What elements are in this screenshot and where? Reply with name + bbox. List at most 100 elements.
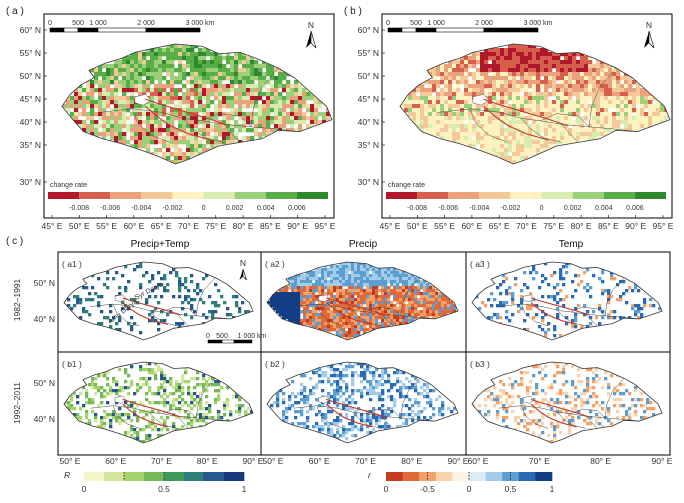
map-cell: [496, 64, 500, 68]
map-cell: [536, 104, 540, 108]
map-cell: [339, 434, 342, 437]
map-cell: [342, 280, 345, 283]
map-cell: [298, 124, 302, 128]
map-cell: [73, 295, 76, 298]
map-cell: [476, 136, 480, 140]
map-cell: [381, 283, 384, 286]
map-cell: [210, 76, 214, 80]
map-cell: [444, 76, 448, 80]
map-cell: [314, 112, 318, 116]
map-cell: [103, 389, 106, 392]
longitude-label: 85° E: [598, 221, 619, 231]
map-cell: [345, 280, 348, 283]
map-cell: [600, 96, 604, 100]
map-cell: [417, 280, 420, 283]
map-cell: [508, 96, 512, 100]
map-cell: [70, 398, 73, 401]
map-cell: [393, 289, 396, 292]
map-cell: [210, 144, 214, 148]
map-cell: [312, 301, 315, 304]
latitude-label: 35° N: [358, 140, 379, 150]
map-cell: [524, 116, 528, 120]
map-cell: [333, 395, 336, 398]
map-cell: [218, 108, 222, 112]
map-cell: [336, 392, 339, 395]
map-cell: [405, 404, 408, 407]
map-cell: [559, 271, 562, 274]
longitude-label: 45° E: [380, 221, 401, 231]
map-cell: [166, 416, 169, 419]
map-cell: [214, 132, 218, 136]
map-cell: [553, 295, 556, 298]
map-cell: [214, 96, 218, 100]
map-cell: [556, 128, 560, 132]
map-cell: [229, 410, 232, 413]
map-cell: [574, 274, 577, 277]
map-cell: [122, 76, 126, 80]
map-cell: [357, 295, 360, 298]
map-cell: [282, 410, 285, 413]
map-cell: [318, 374, 321, 377]
map-cell: [596, 72, 600, 76]
map-cell: [548, 100, 552, 104]
map-cell: [309, 289, 312, 292]
map-cell: [432, 298, 435, 301]
map-cell: [480, 116, 484, 120]
map-cell: [378, 289, 381, 292]
map-cell: [476, 80, 480, 84]
map-cell: [170, 140, 174, 144]
map-cell: [324, 422, 327, 425]
map-cell: [230, 104, 234, 108]
map-cell: [118, 84, 122, 88]
map-cell: [360, 295, 363, 298]
map-cell: [297, 401, 300, 404]
map-cell: [564, 92, 568, 96]
map-cell: [175, 389, 178, 392]
panel-label: ( c ): [6, 236, 23, 247]
map-cell: [375, 286, 378, 289]
map-cell: [297, 280, 300, 283]
map-cell: [291, 295, 294, 298]
map-cell: [564, 76, 568, 80]
map-cell: [170, 128, 174, 132]
map-cell: [608, 116, 612, 120]
map-cell: [452, 124, 456, 128]
map-cell: [435, 310, 438, 313]
map-cell: [157, 401, 160, 404]
map-cell: [484, 84, 488, 88]
map-cell: [438, 413, 441, 416]
map-cell: [246, 68, 250, 72]
map-cell: [438, 298, 441, 301]
map-cell: [241, 301, 244, 304]
map-cell: [632, 92, 636, 96]
map-cell: [512, 80, 516, 84]
map-cell: [586, 389, 589, 392]
map-cell: [420, 410, 423, 413]
map-cell: [529, 386, 532, 389]
map-cell: [146, 112, 150, 116]
map-cell: [163, 392, 166, 395]
map-cell: [560, 68, 564, 72]
map-cell: [351, 334, 354, 337]
map-cell: [166, 56, 170, 60]
map-cell: [291, 301, 294, 304]
map-cell: [493, 386, 496, 389]
map-cell: [556, 301, 559, 304]
map-cell: [412, 116, 416, 120]
map-cell: [85, 416, 88, 419]
map-cell: [393, 286, 396, 289]
map-cell: [302, 116, 306, 120]
map-cell: [98, 68, 102, 72]
map-cell: [238, 404, 241, 407]
map-cell: [536, 76, 540, 80]
map-cell: [230, 84, 234, 88]
map-cell: [381, 377, 384, 380]
map-cell: [414, 301, 417, 304]
map-cell: [600, 92, 604, 96]
map-cell: [456, 128, 460, 132]
map-cell: [412, 112, 416, 116]
north-arrow-icon: [311, 31, 316, 48]
map-cell: [414, 298, 417, 301]
map-cell: [387, 289, 390, 292]
map-cell: [306, 310, 309, 313]
